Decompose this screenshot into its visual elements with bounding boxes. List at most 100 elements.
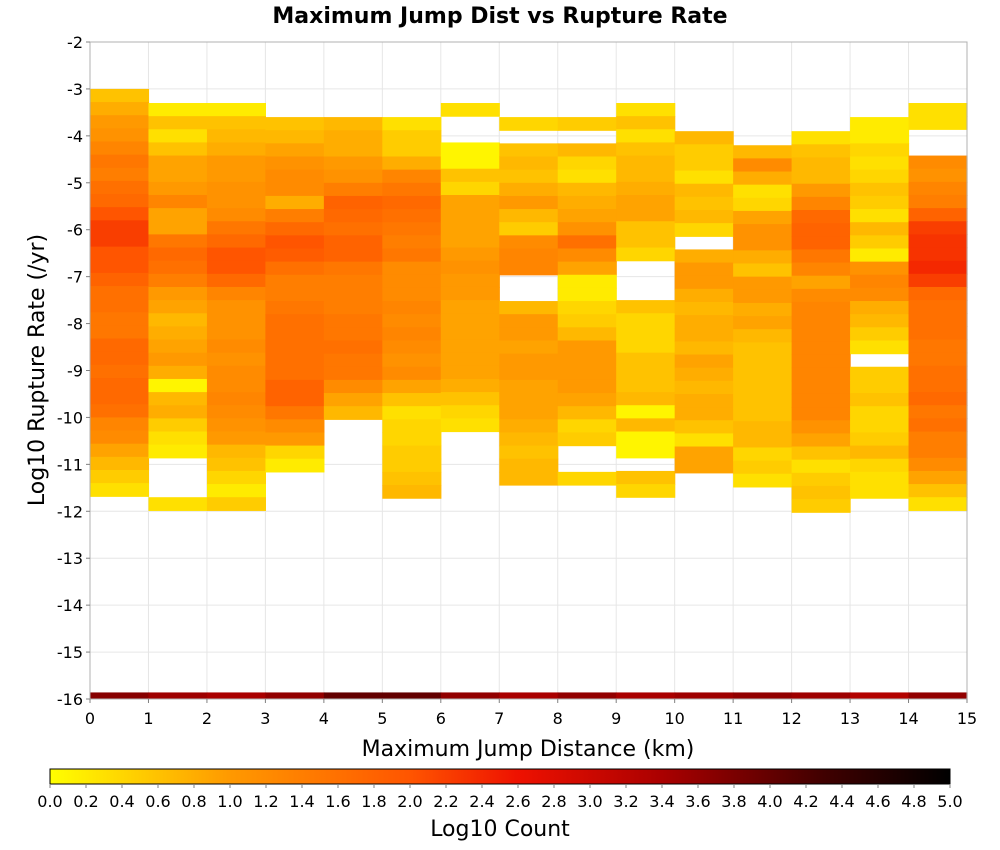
heatmap-cell: [206, 142, 266, 157]
heatmap-cell: [733, 263, 793, 278]
heatmap-cell: [850, 301, 910, 315]
heatmap-cell: [440, 365, 500, 380]
colorbar-tick-label: 3.8: [721, 792, 746, 811]
x-tick-label: 12: [781, 709, 801, 728]
heatmap-cell: [499, 301, 559, 315]
heatmap-cell: [850, 379, 910, 394]
heatmap-cell: [850, 366, 910, 381]
heatmap-cell: [440, 221, 500, 236]
heatmap-cell: [440, 247, 500, 262]
colorbar-tick-label: 0.4: [109, 792, 134, 811]
heatmap-cell: [908, 470, 968, 485]
heatmap-cell: [382, 156, 442, 171]
heatmap-cell: [90, 286, 150, 300]
heatmap-cell: [440, 300, 500, 314]
heatmap-cell: [90, 325, 150, 340]
heatmap-cell: [733, 421, 793, 435]
heatmap-cell: [791, 236, 851, 251]
heatmap-cell: [148, 247, 208, 262]
x-tick-label: 13: [840, 709, 860, 728]
heatmap-cell: [557, 393, 617, 407]
heatmap-cell: [90, 692, 150, 699]
heatmap-cell: [265, 143, 325, 158]
heatmap-cell: [382, 406, 442, 420]
heatmap-cell: [499, 143, 559, 158]
x-tick-label: 5: [377, 709, 387, 728]
heatmap-cell: [850, 169, 910, 184]
heatmap-cell: [382, 692, 442, 699]
heatmap-cell: [90, 417, 150, 432]
heatmap-cell: [850, 156, 910, 171]
heatmap-cell: [265, 379, 325, 394]
heatmap-cell: [90, 391, 150, 405]
heatmap-cell: [908, 457, 968, 472]
heatmap-cell: [616, 116, 676, 130]
heatmap-cell: [674, 157, 734, 172]
heatmap-cell: [382, 393, 442, 407]
heatmap-cell: [90, 443, 150, 458]
colorbar-tick-label: 4.6: [865, 792, 890, 811]
y-tick-label: -8: [67, 315, 83, 334]
heatmap-cell: [440, 155, 500, 170]
heatmap-cell: [323, 130, 383, 144]
heatmap-cell: [850, 393, 910, 407]
heatmap-cell: [90, 167, 150, 182]
heatmap-cell: [382, 182, 442, 197]
heatmap-cell: [850, 130, 910, 144]
heatmap-cell: [791, 459, 851, 474]
heatmap-cell: [148, 155, 208, 170]
heatmap-cell: [148, 405, 208, 419]
y-tick-label: -3: [67, 80, 83, 99]
heatmap-cell: [90, 299, 150, 313]
heatmap-cell: [265, 353, 325, 368]
heatmap-cell: [499, 471, 559, 486]
heatmap-cell: [908, 273, 968, 288]
y-tick-label: -15: [57, 643, 83, 662]
heatmap-cell: [674, 144, 734, 159]
heatmap-cell: [499, 393, 559, 407]
heatmap-cell: [908, 484, 968, 498]
heatmap-cell: [733, 692, 793, 699]
colorbar-tick-label: 1.2: [253, 792, 278, 811]
heatmap-cell: [791, 223, 851, 237]
heatmap-cell: [616, 431, 676, 446]
heatmap-cell: [499, 458, 559, 473]
heatmap-cell: [323, 222, 383, 236]
heatmap-cell: [674, 131, 734, 145]
heatmap-cell: [791, 144, 851, 159]
x-tick-label: 0: [85, 709, 95, 728]
heatmap-cell: [674, 183, 734, 198]
heatmap-cell: [323, 287, 383, 302]
heatmap-cell: [90, 430, 150, 445]
heatmap-cell: [674, 275, 734, 290]
heatmap-cell: [90, 469, 150, 484]
heatmap-cell: [148, 273, 208, 288]
heatmap-cell: [499, 445, 559, 460]
heatmap-cell: [850, 327, 910, 342]
heatmap-cell: [148, 326, 208, 341]
heatmap-cell: [206, 692, 266, 699]
heatmap-cell: [908, 431, 968, 446]
colorbar-tick-label: 1.8: [361, 792, 386, 811]
heatmap-cell: [265, 458, 325, 473]
heatmap-cell: [791, 170, 851, 185]
heatmap-cell: [382, 195, 442, 210]
heatmap-cell: [674, 420, 734, 434]
y-tick-label: -14: [57, 596, 83, 615]
heatmap-cell: [148, 142, 208, 157]
heatmap-cell: [499, 117, 559, 131]
heatmap-cell: [206, 497, 266, 511]
heatmap-cell: [850, 235, 910, 250]
heatmap-cell: [90, 207, 150, 221]
heatmap-cell: [850, 458, 910, 473]
heatmap-cell: [206, 181, 266, 196]
heatmap-cell: [265, 301, 325, 315]
heatmap-cell: [733, 460, 793, 475]
heatmap-cell: [850, 419, 910, 434]
heatmap-cell: [206, 326, 266, 341]
heatmap-cell: [148, 339, 208, 354]
heatmap-cell: [90, 338, 150, 353]
heatmap-cell: [382, 419, 442, 434]
x-tick-label: 4: [319, 709, 329, 728]
heatmap-cell: [265, 130, 325, 144]
